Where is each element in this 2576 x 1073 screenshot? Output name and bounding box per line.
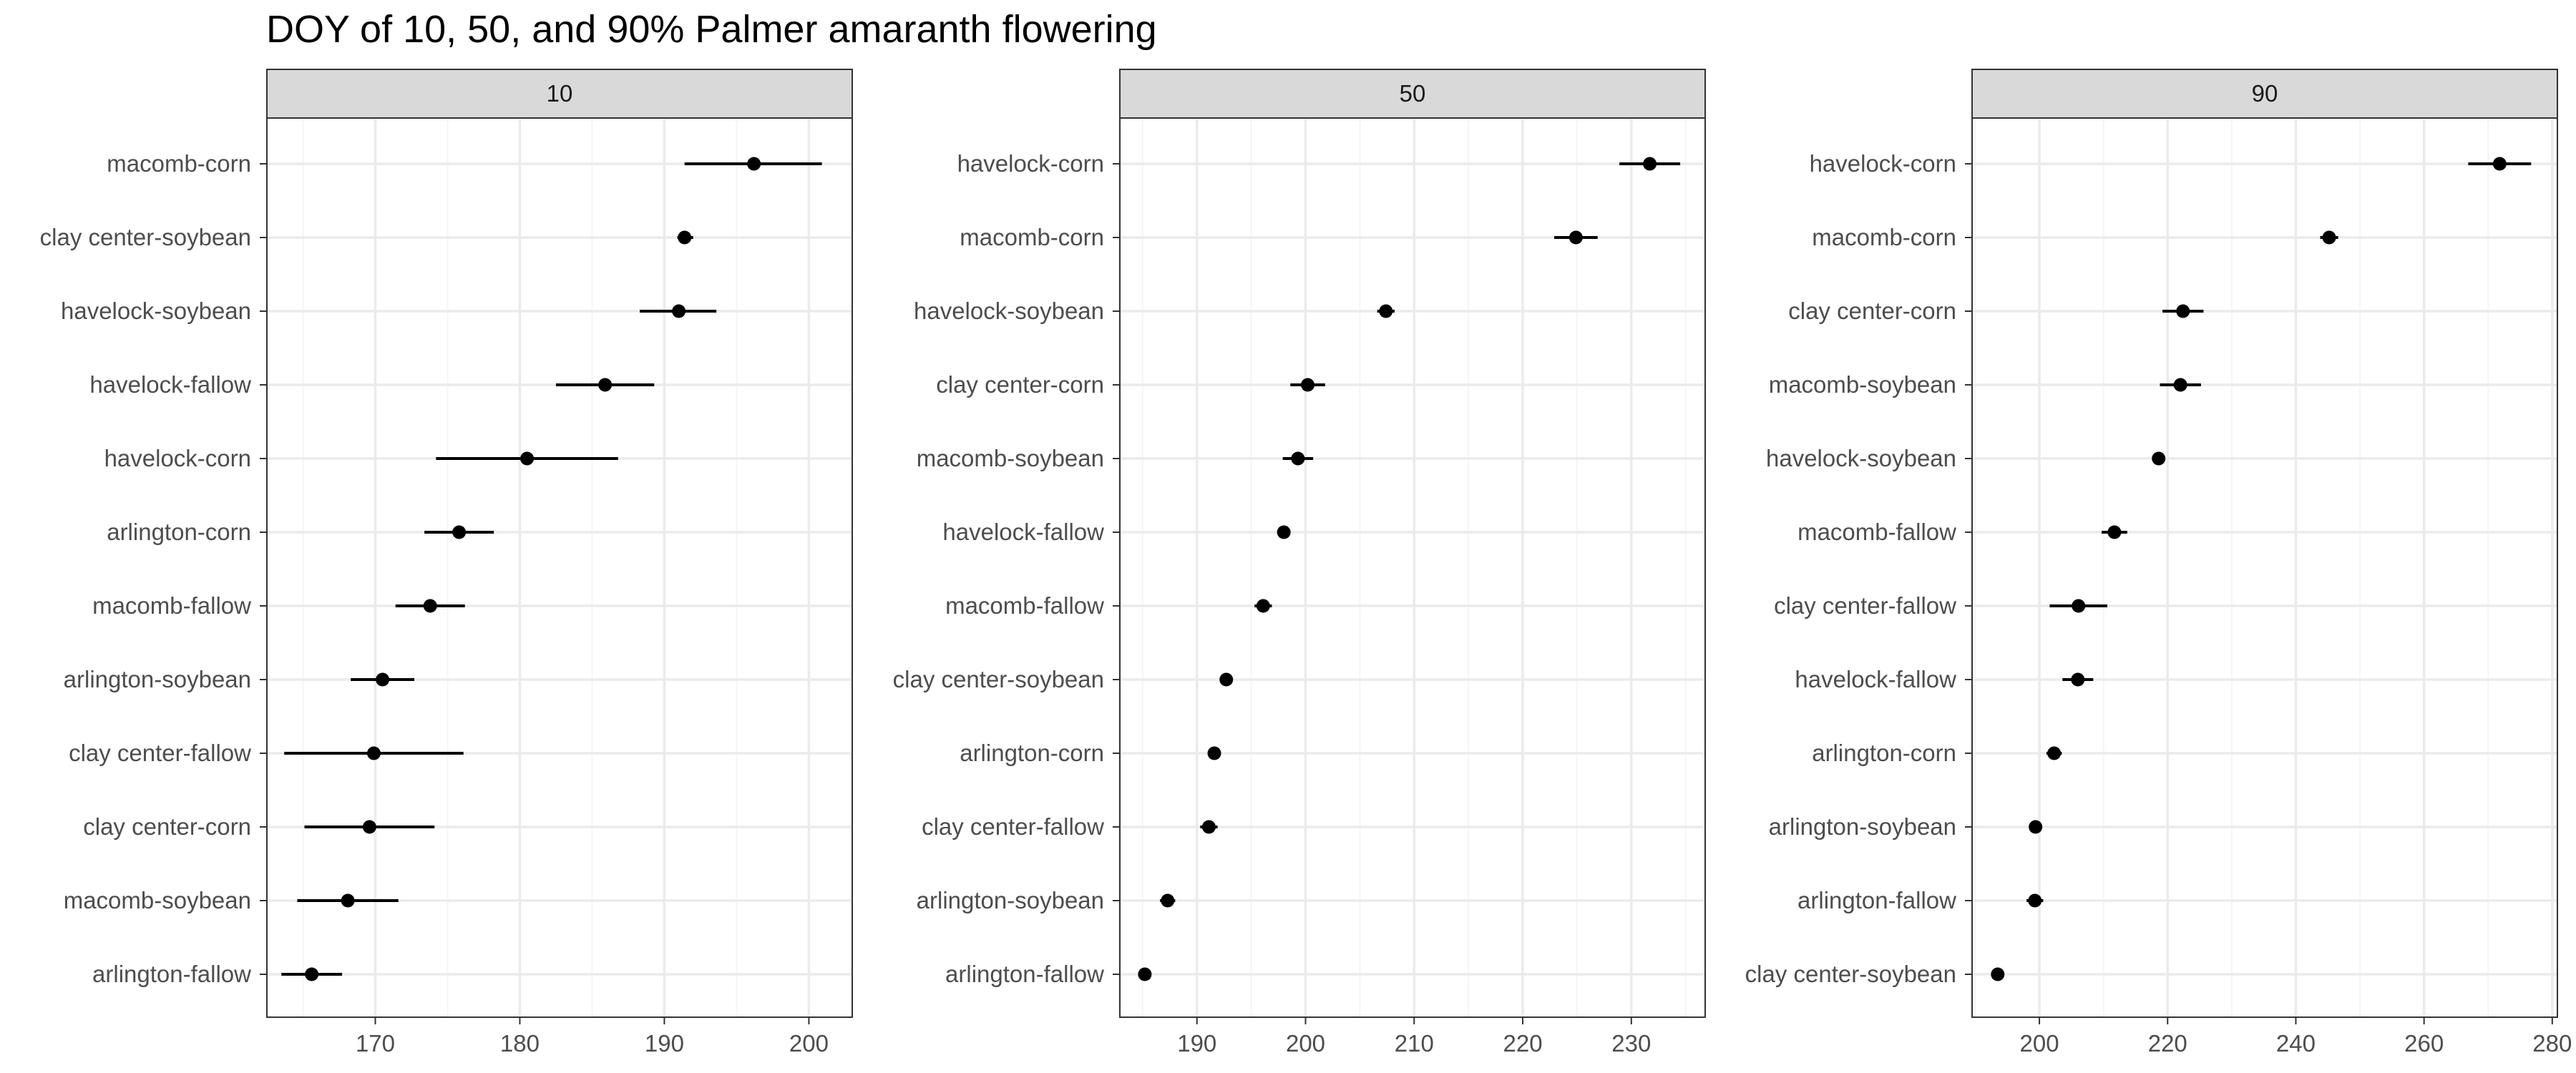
data-point xyxy=(366,746,381,760)
category-label: havelock-corn xyxy=(104,445,251,471)
data-point xyxy=(1291,451,1305,466)
panel-background xyxy=(1120,118,1705,1017)
category-label: clay center-fallow xyxy=(1774,592,1956,619)
data-point xyxy=(423,599,437,613)
category-label: arlington-fallow xyxy=(945,961,1104,987)
facet-strip-label: 50 xyxy=(1400,80,1426,107)
category-label: arlington-soybean xyxy=(1769,813,1956,840)
data-point xyxy=(672,304,686,318)
category-label: havelock-fallow xyxy=(942,519,1104,545)
category-label: macomb-corn xyxy=(1812,224,1956,250)
chart-title: DOY of 10, 50, and 90% Palmer amaranth f… xyxy=(266,8,1157,51)
category-label: clay center-fallow xyxy=(69,740,251,766)
data-point xyxy=(2071,672,2085,687)
facet-strip xyxy=(1971,69,2558,119)
data-point xyxy=(1256,599,1270,613)
data-point xyxy=(305,967,319,981)
data-point xyxy=(1138,967,1152,981)
category-label: arlington-fallow xyxy=(1797,887,1956,913)
category-label: macomb-fallow xyxy=(945,592,1104,619)
category-label: clay center-soybean xyxy=(893,666,1104,692)
data-point xyxy=(2107,525,2122,539)
facet-strip-label: 10 xyxy=(547,80,573,107)
x-tick-label: 280 xyxy=(2532,1030,2572,1057)
facet-strip xyxy=(1119,69,1706,119)
x-tick-label: 210 xyxy=(1395,1030,1434,1057)
panel-background xyxy=(267,118,852,1017)
category-label: havelock-fallow xyxy=(1795,666,1956,692)
x-tick-label: 170 xyxy=(356,1030,395,1057)
data-point xyxy=(452,525,467,539)
x-tick-label: 190 xyxy=(1177,1030,1216,1057)
category-label: clay center-corn xyxy=(1788,298,1956,324)
x-tick-label: 220 xyxy=(2148,1030,2187,1057)
data-point xyxy=(2029,820,2043,834)
category-label: macomb-soybean xyxy=(917,445,1104,471)
data-point xyxy=(1379,304,1393,318)
category-label: clay center-corn xyxy=(936,371,1104,398)
data-point xyxy=(2173,378,2187,392)
data-point xyxy=(1207,746,1221,760)
category-label: arlington-corn xyxy=(107,519,251,545)
facet-strip-label: 90 xyxy=(2252,80,2278,107)
category-label: arlington-corn xyxy=(960,740,1104,766)
category-label: arlington-soybean xyxy=(917,887,1104,913)
data-point xyxy=(1161,893,1175,908)
category-label: havelock-fallow xyxy=(89,371,251,398)
x-tick-label: 200 xyxy=(1286,1030,1325,1057)
data-point xyxy=(2492,157,2507,171)
category-label: macomb-soybean xyxy=(64,887,251,913)
category-label: macomb-fallow xyxy=(92,592,251,619)
data-point xyxy=(2152,451,2166,466)
x-tick-label: 220 xyxy=(1503,1030,1543,1057)
data-point xyxy=(2028,893,2042,908)
category-label: havelock-corn xyxy=(1810,150,1956,177)
x-tick-label: 190 xyxy=(645,1030,684,1057)
data-point xyxy=(678,230,692,245)
data-point xyxy=(520,451,535,466)
category-label: havelock-corn xyxy=(957,150,1104,177)
data-point xyxy=(1219,672,1234,687)
data-point xyxy=(1568,230,1583,245)
data-point xyxy=(2047,746,2062,760)
data-point xyxy=(598,378,613,392)
data-point xyxy=(2322,230,2336,245)
category-label: havelock-soybean xyxy=(61,298,251,324)
data-point xyxy=(747,157,761,171)
data-point xyxy=(376,672,390,687)
data-point xyxy=(1201,820,1216,834)
category-label: havelock-soybean xyxy=(1766,445,1956,471)
data-point xyxy=(1301,378,1315,392)
x-tick-label: 200 xyxy=(789,1030,829,1057)
data-point xyxy=(1643,157,1657,171)
category-label: macomb-corn xyxy=(960,224,1104,250)
category-label: clay center-soybean xyxy=(40,224,251,250)
category-label: arlington-soybean xyxy=(64,666,251,692)
x-tick-label: 200 xyxy=(2020,1030,2059,1057)
category-label: macomb-fallow xyxy=(1797,519,1956,545)
category-label: clay center-soybean xyxy=(1745,961,1956,987)
data-point xyxy=(1991,967,2005,981)
category-label: havelock-soybean xyxy=(914,298,1104,324)
x-tick-label: 180 xyxy=(500,1030,540,1057)
category-label: arlington-corn xyxy=(1812,740,1956,766)
category-label: macomb-corn xyxy=(107,150,251,177)
facet-strip xyxy=(266,69,853,119)
x-tick-label: 260 xyxy=(2404,1030,2444,1057)
x-tick-label: 240 xyxy=(2276,1030,2316,1057)
category-label: clay center-corn xyxy=(83,813,251,840)
category-label: arlington-fallow xyxy=(92,961,251,987)
data-point xyxy=(1277,525,1291,539)
data-point xyxy=(2072,599,2086,613)
category-label: macomb-soybean xyxy=(1769,371,1956,398)
data-point xyxy=(362,820,376,834)
panel-background xyxy=(1972,118,2557,1017)
category-label: clay center-fallow xyxy=(922,813,1104,840)
data-point xyxy=(341,893,355,908)
x-tick-label: 230 xyxy=(1611,1030,1651,1057)
data-point xyxy=(2176,304,2190,318)
